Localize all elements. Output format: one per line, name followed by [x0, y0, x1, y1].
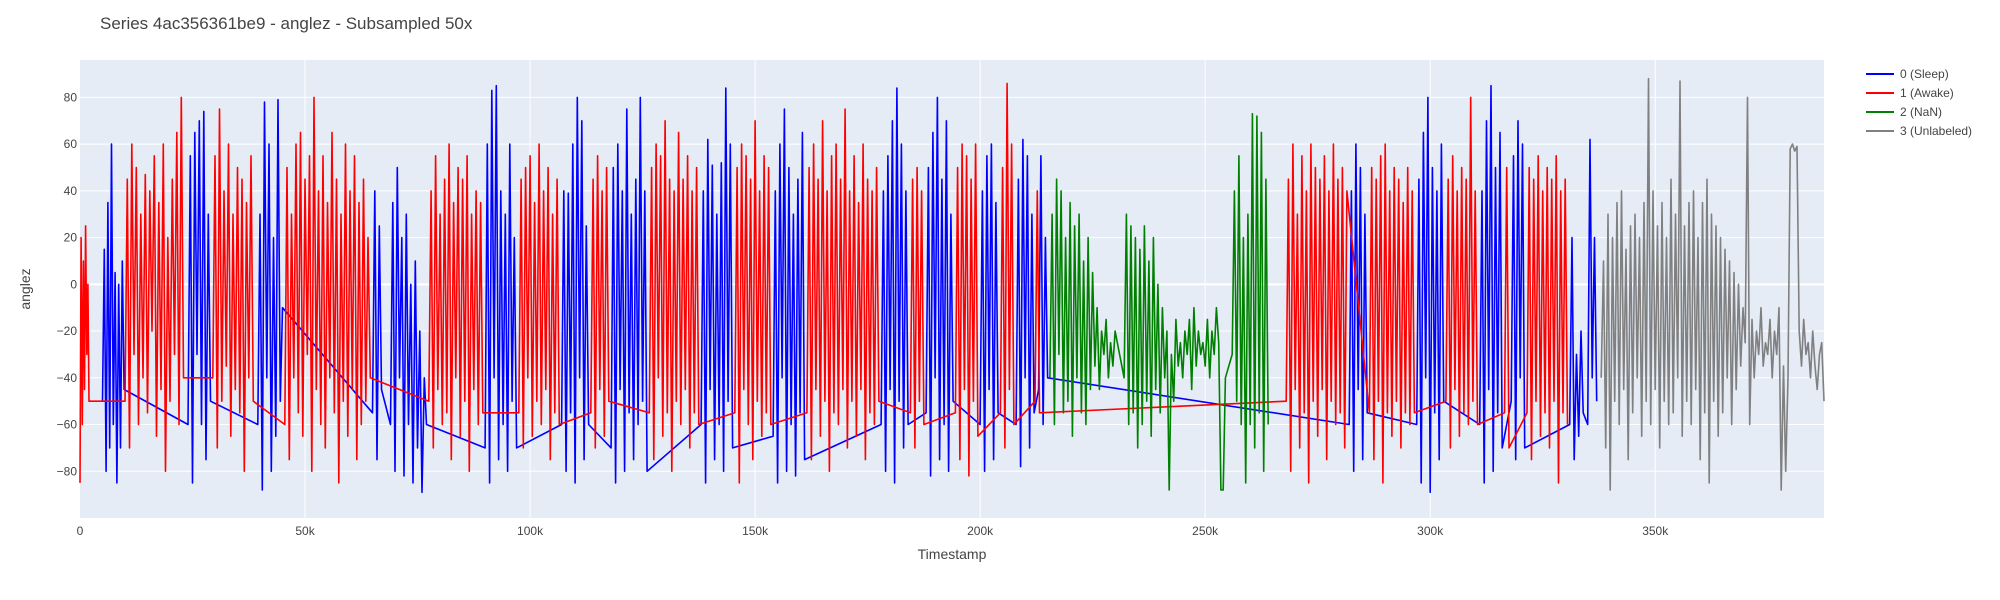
x-tick-label: 50k	[295, 524, 315, 538]
y-tick-label: −40	[57, 371, 78, 385]
y-tick-label: 60	[64, 137, 78, 151]
legend-item[interactable]: 3 (Unlabeled)	[1866, 124, 1972, 138]
x-tick-label: 0	[77, 524, 84, 538]
series-layer	[79, 77, 1825, 494]
legend-item[interactable]: 1 (Awake)	[1866, 86, 1954, 100]
legend[interactable]: 0 (Sleep) 1 (Awake) 2 (NaN) 3 (Unlabeled)	[1866, 67, 1972, 138]
y-tick-label: 40	[64, 184, 78, 198]
y-tick-label: −20	[57, 324, 78, 338]
tick-labels: 0 50k 100k 150k 200k 250k 300k 350k −80 −60 −40 −20…	[57, 90, 1670, 538]
y-tick-label: 80	[64, 90, 78, 104]
series-line-2	[1049, 112, 1269, 491]
x-tick-label: 150k	[742, 524, 769, 538]
x-tick-label: 300k	[1417, 524, 1444, 538]
y-tick-label: −80	[57, 464, 78, 478]
legend-label: 3 (Unlabeled)	[1900, 124, 1972, 138]
y-axis-label: anglez	[17, 268, 33, 309]
y-tick-label: 0	[70, 277, 77, 291]
legend-item[interactable]: 0 (Sleep)	[1866, 67, 1949, 81]
legend-item[interactable]: 2 (NaN)	[1866, 105, 1942, 119]
x-tick-label: 200k	[967, 524, 994, 538]
legend-label: 2 (NaN)	[1900, 105, 1942, 119]
x-axis-label: Timestamp	[918, 546, 987, 562]
series-line-1	[79, 82, 1569, 484]
y-tick-label: −60	[57, 418, 78, 432]
x-tick-label: 100k	[517, 524, 544, 538]
legend-label: 0 (Sleep)	[1900, 67, 1949, 81]
x-tick-label: 350k	[1642, 524, 1669, 538]
series-line-0	[101, 84, 1598, 494]
legend-label: 1 (Awake)	[1900, 86, 1954, 100]
x-tick-label: 250k	[1192, 524, 1219, 538]
chart-title: Series 4ac356361be9 - anglez - Subsample…	[100, 14, 473, 33]
y-tick-label: 20	[64, 231, 78, 245]
series-line-3	[1600, 77, 1825, 491]
